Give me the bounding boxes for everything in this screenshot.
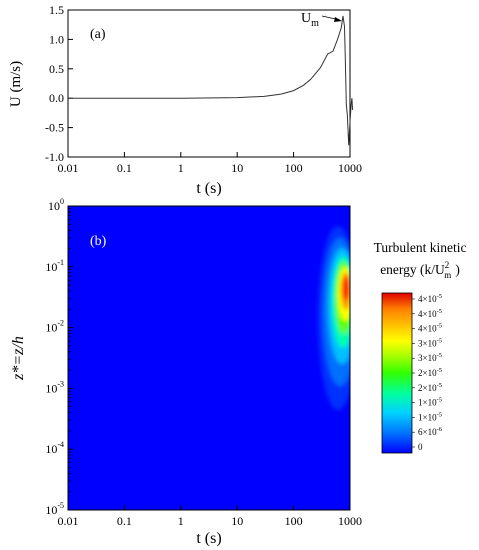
panel-a-y-tick-label: 1.5 bbox=[49, 3, 64, 17]
colorbar-label: 4×10-5 bbox=[418, 308, 442, 319]
colorbar-label: 4×10-5 bbox=[418, 323, 442, 334]
panel-b-label: (b) bbox=[90, 234, 107, 249]
panel-a-x-tick-label: 1 bbox=[178, 161, 184, 175]
panel-a-x-tick-label: 0.1 bbox=[117, 161, 132, 175]
colorbar-title-super: 2 bbox=[445, 260, 450, 270]
panel-b-x-tick-label: 100 bbox=[285, 514, 303, 528]
panel-b-x-ticks: 0.01 0.1 1 10 100 1000 bbox=[58, 505, 362, 528]
panel-b-y-ticks: 10-5 10-4 10-3 10-2 10-1 100 bbox=[45, 197, 73, 517]
colorbar-title-end: ) bbox=[455, 262, 460, 277]
colorbar-gradient bbox=[381, 292, 413, 454]
colorbar-label: 2×10-5 bbox=[418, 367, 442, 378]
colorbar-label: 0 bbox=[418, 442, 423, 452]
panel-a-y-tick-label: 0.0 bbox=[49, 91, 64, 105]
um-annotation: Um bbox=[301, 11, 342, 29]
panel-a-x-tick-label: 10 bbox=[231, 161, 243, 175]
colorbar-title-sub: m bbox=[444, 270, 451, 280]
panel-a-x-tick-label: 1000 bbox=[338, 161, 362, 175]
panel-a-y-ticks: -1.0 -0.5 0.0 0.5 1.0 1.5 bbox=[45, 3, 73, 164]
panel-b-y-tick-label: 10-1 bbox=[45, 258, 64, 274]
colorbar-label: 2×10-5 bbox=[418, 382, 442, 393]
panel-a-x-tick-label: 0.01 bbox=[58, 161, 79, 175]
panel-a-y-tick-label: -1.0 bbox=[45, 150, 64, 164]
colorbar-label: 1×10-5 bbox=[418, 411, 442, 422]
colorbar-label: 6×10-6 bbox=[418, 426, 443, 437]
um-annotation-arrowhead bbox=[334, 17, 342, 22]
panel-b-x-tick-label: 1 bbox=[178, 514, 184, 528]
colorbar-title-main: energy (k/U bbox=[380, 262, 445, 277]
panel-b-x-tick-label: 10 bbox=[231, 514, 243, 528]
colorbar: Turbulent kinetic energy (k/U2 m) 4×10-54… bbox=[374, 240, 467, 454]
panel-b-y-tick-label: 10-5 bbox=[45, 501, 64, 517]
colorbar-title-line1: Turbulent kinetic bbox=[374, 240, 467, 255]
colorbar-title-line2: energy (k/U2 m) bbox=[380, 260, 460, 280]
um-annotation-label: Um bbox=[301, 11, 319, 29]
panel-a-x-ticks: 0.01 0.1 1 10 100 1000 bbox=[58, 152, 362, 175]
panel-a-label: (a) bbox=[90, 27, 106, 42]
heatmap-background bbox=[68, 206, 350, 510]
panel-b-y-tick-label: 10-4 bbox=[45, 440, 64, 456]
panel-b-x-tick-label: 0.01 bbox=[58, 514, 79, 528]
panel-b-ylabel: z*=z/h bbox=[10, 336, 27, 381]
panel-b-y-tick-label: 10-2 bbox=[45, 319, 64, 335]
colorbar-label: 1×10-5 bbox=[418, 397, 442, 408]
panel-b: (b) 10-5 10-4 10-3 10-2 10-1 100 0.01 0.1 1 10 10… bbox=[10, 197, 466, 547]
colorbar-labels: 4×10-5 4×10-5 4×10-5 3×10-5 3×10-5 2×10-5 2×10… bbox=[412, 293, 443, 452]
velocity-series-line bbox=[68, 15, 354, 146]
tke-contour-8 bbox=[342, 276, 350, 300]
colorbar-label: 3×10-5 bbox=[418, 337, 442, 348]
panel-b-y-tick-label: 10-3 bbox=[45, 379, 64, 395]
colorbar-label: 4×10-5 bbox=[418, 293, 442, 304]
um-annotation-subscript: m bbox=[311, 18, 319, 29]
panel-b-y-tick-label: 100 bbox=[48, 197, 64, 213]
panel-a-y-tick-label: 1.0 bbox=[49, 32, 64, 46]
heatmap-hotspot bbox=[318, 226, 350, 410]
panel-a: (a) -1.0 -0.5 0.0 0.5 1.0 1.5 0.01 0.1 1 10 100 10… bbox=[8, 3, 362, 197]
colorbar-label: 3×10-5 bbox=[418, 352, 442, 363]
um-annotation-text: U bbox=[301, 11, 311, 26]
panel-a-xlabel: t (s) bbox=[196, 180, 221, 197]
panel-a-frame bbox=[67, 9, 351, 158]
panel-b-x-tick-label: 1000 bbox=[338, 514, 362, 528]
panel-a-y-tick-label: 0.5 bbox=[49, 62, 64, 76]
panel-a-x-tick-label: 100 bbox=[285, 161, 303, 175]
panel-a-ylabel: U (m/s) bbox=[8, 61, 24, 107]
panel-b-frame bbox=[67, 205, 351, 511]
panel-a-y-tick-label: -0.5 bbox=[45, 121, 64, 135]
panel-b-xlabel: t (s) bbox=[196, 530, 221, 547]
panel-b-x-tick-label: 0.1 bbox=[117, 514, 132, 528]
